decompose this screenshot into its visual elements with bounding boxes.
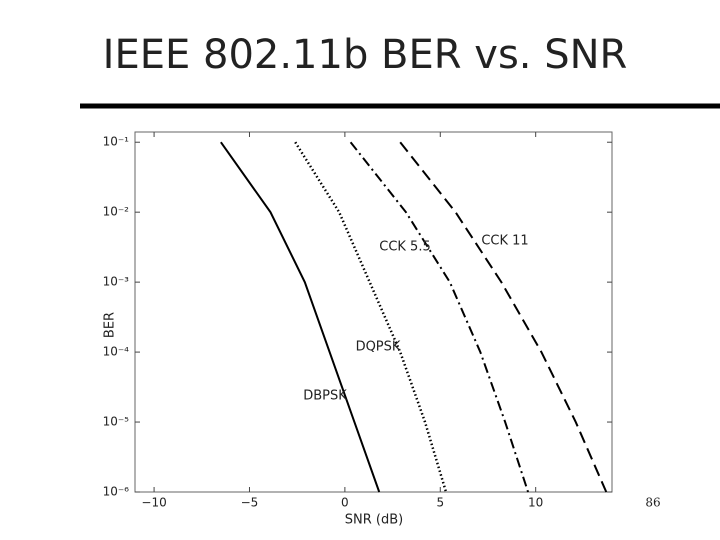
y-tick-label: 10⁻³ xyxy=(103,275,130,289)
series-line xyxy=(399,141,608,493)
plot-frame xyxy=(134,131,613,493)
x-tick-label: 0 xyxy=(341,496,349,510)
series-label: CCK 11 xyxy=(481,234,528,249)
slide-title: IEEE 802.11b BER vs. SNR xyxy=(103,32,628,78)
series-label: DQPSK xyxy=(356,340,401,355)
y-tick-label: 10⁻¹ xyxy=(103,135,130,149)
x-tick-label: −5 xyxy=(241,496,259,510)
series-label: CCK 5.5 xyxy=(379,240,431,255)
page-number: 86 xyxy=(645,496,660,510)
x-axis-label: SNR (dB) xyxy=(345,513,403,528)
y-tick-label: 10⁻⁴ xyxy=(103,345,130,359)
series-label: DBPSK xyxy=(303,389,347,404)
series-line xyxy=(294,141,448,493)
y-tick-label: 10⁻⁶ xyxy=(103,485,130,499)
y-tick-label: 10⁻⁵ xyxy=(103,415,130,429)
x-tick-label: −10 xyxy=(141,496,166,510)
series-line xyxy=(349,141,529,493)
x-tick-label: 5 xyxy=(436,496,444,510)
series-line xyxy=(220,141,381,493)
x-tick-label: 10 xyxy=(528,496,543,510)
y-axis-label: BER xyxy=(103,312,118,338)
y-tick-label: 10⁻² xyxy=(103,205,130,219)
